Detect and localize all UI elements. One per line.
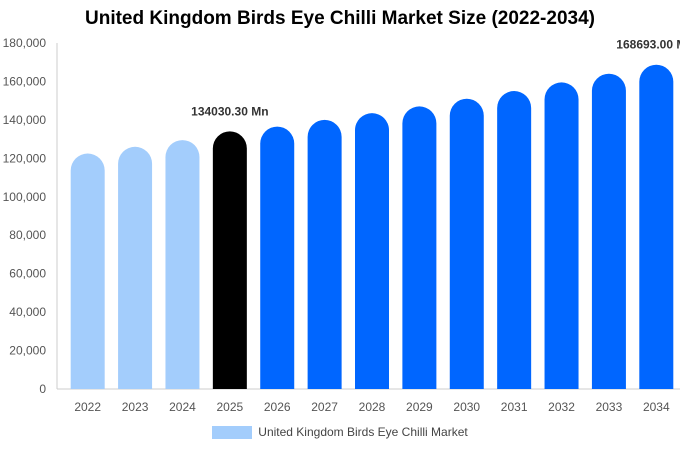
x-axis-ticks: 2022 2023 2024 2025 2026 2027 2028 2029 2030 2031… [74, 400, 670, 414]
y-tick-label: 0 [39, 382, 46, 396]
bar-2025 [212, 131, 247, 389]
bar-2028 [355, 113, 389, 389]
bar-2031 [497, 91, 532, 390]
bar-2027 [307, 119, 342, 389]
y-axis-ticks: 0 20,000 40,000 60,000 80,000 100,000 120,000 1… [3, 36, 47, 396]
x-tick-label: 2031 [501, 400, 528, 414]
y-tick-label: 60,000 [9, 267, 46, 281]
x-tick-label: 2033 [596, 400, 623, 414]
data-label-2034: 168693.00 Mn [616, 38, 680, 52]
y-tick-label: 120,000 [3, 151, 47, 165]
bar-2034 [639, 64, 674, 390]
y-tick-label: 100,000 [3, 190, 47, 204]
bar-2032 [544, 82, 579, 389]
bar-2029 [402, 106, 437, 389]
bar-2033 [591, 73, 626, 389]
y-tick-label: 180,000 [3, 36, 47, 50]
bar-2023 [118, 146, 153, 389]
y-tick-label: 140,000 [3, 113, 47, 127]
chart-title: United Kingdom Birds Eye Chilli Market S… [85, 8, 595, 29]
bar-2024 [165, 140, 200, 389]
y-tick-label: 160,000 [3, 74, 47, 88]
bar-2030 [449, 98, 484, 389]
legend-swatch [212, 425, 253, 439]
x-tick-label: 2029 [406, 400, 433, 414]
x-tick-label: 2028 [359, 400, 386, 414]
data-label-2025: 134030.30 Mn [191, 104, 268, 118]
x-tick-label: 2026 [264, 400, 291, 414]
data-labels: 134030.30 Mn 168693.00 Mn [191, 38, 680, 119]
bar-2022 [70, 153, 105, 389]
y-tick-label: 20,000 [9, 344, 46, 358]
y-tick-label: 80,000 [9, 228, 46, 242]
x-tick-label: 2025 [216, 400, 243, 414]
bar-2026 [260, 126, 295, 389]
x-tick-label: 2030 [453, 400, 480, 414]
x-tick-label: 2023 [122, 400, 149, 414]
legend: United Kingdom Birds Eye Chilli Market [0, 425, 680, 439]
x-tick-label: 2027 [311, 400, 338, 414]
y-tick-label: 40,000 [9, 305, 46, 319]
bars-group [70, 64, 674, 390]
x-tick-label: 2022 [74, 400, 101, 414]
x-tick-label: 2034 [643, 400, 670, 414]
x-tick-label: 2032 [548, 400, 575, 414]
x-tick-label: 2024 [169, 400, 196, 414]
legend-label: United Kingdom Birds Eye Chilli Market [258, 425, 468, 439]
